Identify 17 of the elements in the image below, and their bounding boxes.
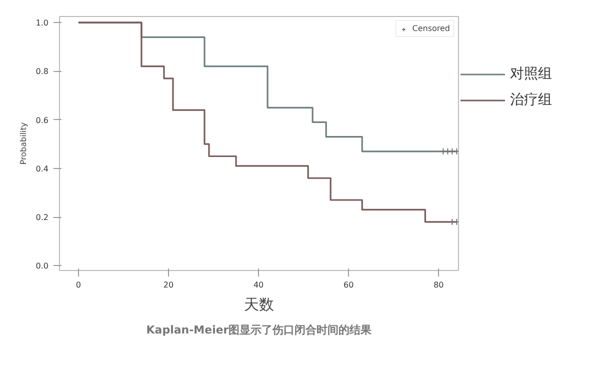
legend-label: Censored [412, 24, 450, 33]
x-tick-label: 20 [163, 280, 174, 290]
x-tick-label: 80 [434, 280, 444, 290]
x-tick-label: 60 [344, 280, 354, 290]
y-tick-label: 0.4 [36, 164, 49, 174]
y-axis-title: Probability [18, 122, 28, 165]
y-tick-label: 1.0 [36, 18, 49, 28]
legend-label: 治疗组 [510, 91, 552, 109]
y-tick-label: 0.2 [36, 213, 49, 222]
y-tick-label: 0.6 [36, 116, 49, 125]
y-tick-label: 0.8 [36, 67, 49, 76]
x-tick-label: 40 [253, 280, 264, 290]
legend-label: 对照组 [510, 65, 552, 83]
x-axis-title: 天数 [244, 296, 274, 314]
y-tick-label: 0.0 [36, 262, 49, 271]
text: Kaplan-Meier图显示了伤口闭合时间的结果 [146, 324, 373, 336]
x-tick-label: 0 [76, 280, 81, 290]
